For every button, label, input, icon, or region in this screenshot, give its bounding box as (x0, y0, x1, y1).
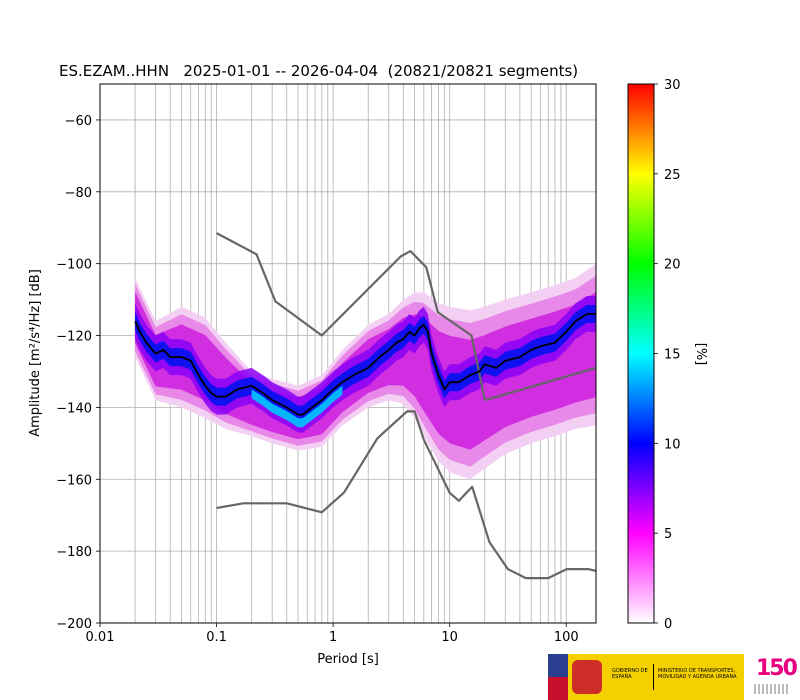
y-tick-label: −140 (56, 401, 92, 416)
colorbar-tick-label: 25 (664, 168, 681, 183)
anniversary-logo: 150 (752, 656, 798, 698)
y-tick-label: −60 (65, 114, 92, 129)
x-axis-ticks: 0.01 0.1 1 10 100 (86, 623, 579, 645)
reference-curve-nlnm (216, 410, 596, 580)
density-high (135, 305, 596, 424)
flag-icon (548, 654, 568, 700)
y-tick-label: −180 (56, 545, 92, 560)
colorbar-tick-label: 20 (664, 258, 681, 273)
x-tick-label: 0.1 (206, 630, 227, 645)
y-axis-label: Amplitude [m²/s⁴/Hz] [dB] (28, 269, 43, 437)
plot-frame (99, 83, 597, 624)
crest-icon (572, 660, 602, 694)
anniversary-number: 150 (756, 656, 798, 681)
building-icon (754, 684, 790, 694)
y-tick-label: −80 (65, 186, 92, 201)
colorbar-tick-label: 5 (664, 527, 672, 542)
density-peak (251, 385, 343, 428)
colorbar-tick-label: 10 (664, 437, 681, 452)
mode-line-group (134, 313, 596, 416)
x-axis-label: Period [s] (317, 652, 379, 667)
y-axis-ticks: −200 −180 −160 −140 −120 −100 −80 −60 (56, 114, 100, 632)
government-logo: GOBIERNO DE ESPAÑA MINISTERIO DE TRANSPO… (548, 654, 744, 700)
colorbar-tick-label: 15 (664, 348, 681, 363)
mode-line (134, 313, 596, 416)
ministry-text: MINISTERIO DE TRANSPORTES, MOVILIDAD Y A… (658, 668, 737, 680)
colorbar-label: [%] (693, 343, 708, 366)
colorbar-tick-label: 0 (664, 617, 672, 632)
reference-curve-nhnm (216, 232, 486, 401)
colorbar-tick-label: 30 (664, 78, 681, 93)
x-tick-label: 10 (441, 630, 458, 645)
y-tick-label: −100 (56, 258, 92, 273)
reference-curves (216, 232, 596, 580)
reference-curve-nhnm-longperiod (484, 366, 596, 402)
chart-title: ES.EZAM..HHN 2025-01-01 -- 2026-04-04 (2… (59, 62, 578, 80)
gov-text: GOBIERNO DE ESPAÑA (612, 668, 648, 680)
colorbar (627, 83, 655, 624)
x-tick-label: 100 (554, 630, 579, 645)
colorbar-ticks: 0 5 10 15 20 25 30 (654, 78, 681, 632)
y-tick-label: −200 (56, 617, 92, 632)
x-tick-label: 1 (329, 630, 337, 645)
logo-divider (653, 664, 654, 690)
y-tick-label: −160 (56, 473, 92, 488)
density-band (135, 263, 596, 480)
x-tick-label: 0.01 (86, 630, 115, 645)
y-tick-label: −120 (56, 330, 92, 345)
